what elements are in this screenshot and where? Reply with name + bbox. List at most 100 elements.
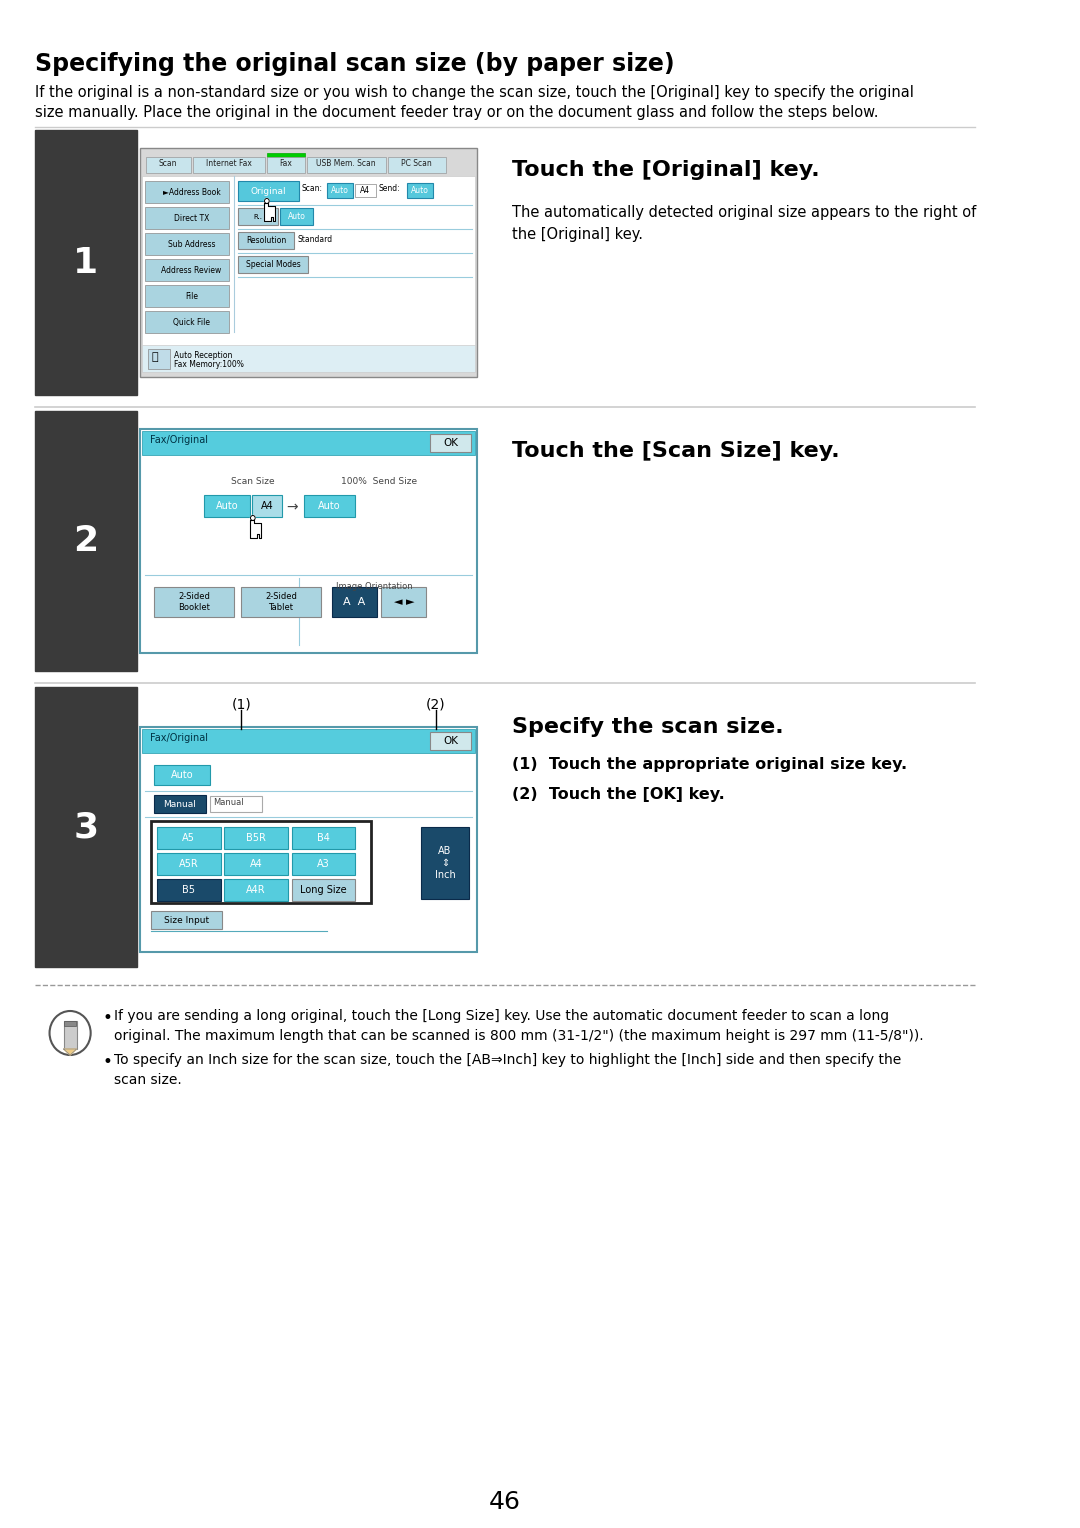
Bar [145, 232, 229, 255]
Text: Sub Address: Sub Address [167, 240, 215, 249]
Bar [146, 157, 191, 173]
Text: ◄ ►: ◄ ► [393, 597, 414, 607]
Bar [145, 312, 229, 333]
Text: the [Original] key.: the [Original] key. [512, 228, 644, 241]
Text: (2)  Touch the [OK] key.: (2) Touch the [OK] key. [512, 787, 725, 802]
Text: A3: A3 [318, 859, 329, 869]
Bar [151, 821, 372, 903]
Bar [143, 176, 475, 371]
Circle shape [251, 515, 255, 521]
Bar [143, 431, 475, 455]
Text: Scan: Scan [159, 159, 177, 168]
Bar [239, 208, 278, 225]
Text: 2: 2 [73, 524, 98, 558]
Bar [143, 729, 475, 753]
Text: A5: A5 [183, 833, 195, 843]
Bar [430, 434, 471, 452]
Text: Touch the [Scan Size] key.: Touch the [Scan Size] key. [512, 442, 840, 461]
Bar [145, 286, 229, 307]
Bar [239, 180, 299, 202]
Text: Fax: Fax [280, 159, 293, 168]
Text: 2-Sided
Tablet: 2-Sided Tablet [265, 593, 297, 611]
Text: File: File [185, 292, 198, 301]
Text: B5R: B5R [246, 833, 266, 843]
Text: 3: 3 [73, 810, 98, 843]
Text: Scan Size: Scan Size [230, 477, 274, 486]
Bar [406, 183, 433, 199]
Bar [225, 853, 288, 876]
Bar [65, 1021, 76, 1025]
Text: (1): (1) [231, 697, 251, 711]
Text: 100%  Send Size: 100% Send Size [341, 477, 417, 486]
Text: Image Orientation: Image Orientation [336, 582, 413, 591]
Text: USB Mem. Scan: USB Mem. Scan [316, 159, 376, 168]
Bar [157, 853, 220, 876]
Polygon shape [249, 520, 260, 538]
Bar [157, 827, 220, 850]
Bar [64, 1021, 77, 1050]
Bar [303, 495, 355, 516]
Bar [281, 208, 313, 225]
Bar [239, 257, 309, 274]
Bar [145, 260, 229, 281]
Bar [148, 348, 171, 368]
Text: Auto: Auto [216, 501, 239, 510]
Text: Send:: Send: [379, 183, 401, 193]
Text: Auto: Auto [171, 770, 193, 779]
Bar [154, 587, 233, 617]
Bar [430, 732, 471, 750]
Bar [145, 180, 229, 203]
Text: ►Address Book: ►Address Book [163, 188, 220, 197]
Bar [388, 157, 446, 173]
Text: If you are sending a long original, touch the [Long Size] key. Use the automatic: If you are sending a long original, touc… [114, 1008, 889, 1024]
Text: Direct TX: Direct TX [174, 214, 210, 223]
Text: OK: OK [443, 736, 458, 746]
Bar [140, 429, 476, 652]
Text: AB
⇕
Inch: AB ⇕ Inch [434, 847, 456, 880]
Text: To specify an Inch size for the scan size, touch the [AB⇒Inch] key to highlight : To specify an Inch size for the scan siz… [114, 1053, 902, 1067]
Bar [35, 688, 137, 967]
Text: The automatically detected original size appears to the right of: The automatically detected original size… [512, 205, 976, 220]
Bar [204, 495, 251, 516]
Bar [381, 587, 427, 617]
Bar [268, 153, 305, 157]
Bar [154, 795, 205, 813]
Bar [225, 879, 288, 902]
Bar [140, 727, 476, 952]
Text: Manual: Manual [213, 798, 244, 807]
Text: Specifying the original scan size (by paper size): Specifying the original scan size (by pa… [35, 52, 674, 76]
Text: 2-Sided
Booklet: 2-Sided Booklet [178, 593, 210, 611]
Text: Auto Reception: Auto Reception [174, 351, 232, 361]
Text: OK: OK [443, 439, 458, 448]
Bar [145, 206, 229, 229]
Bar [327, 183, 353, 199]
Bar [239, 232, 295, 249]
Text: •: • [103, 1053, 112, 1071]
Polygon shape [64, 1050, 77, 1054]
Bar [143, 345, 475, 371]
Bar [154, 766, 211, 785]
Bar [140, 148, 476, 377]
Text: Quick File: Quick File [173, 318, 211, 327]
Text: 46: 46 [489, 1490, 521, 1514]
Text: B5: B5 [183, 885, 195, 895]
Text: •: • [103, 1008, 112, 1027]
Bar [307, 157, 386, 173]
Bar [253, 495, 282, 516]
Text: 📱: 📱 [151, 351, 158, 362]
Text: Original: Original [251, 186, 286, 196]
Text: Scan:: Scan: [302, 183, 323, 193]
Text: B4: B4 [316, 833, 329, 843]
Bar [151, 911, 221, 929]
Bar [225, 827, 288, 850]
Polygon shape [264, 203, 274, 222]
Text: Internet Fax: Internet Fax [206, 159, 252, 168]
Bar [292, 827, 355, 850]
Text: Touch the [Original] key.: Touch the [Original] key. [512, 160, 820, 180]
Text: scan size.: scan size. [114, 1073, 181, 1086]
Text: →: → [286, 500, 298, 513]
Bar [35, 130, 137, 396]
Text: Auto: Auto [332, 186, 349, 196]
Text: Auto: Auto [410, 186, 429, 196]
Text: Fax/Original: Fax/Original [149, 733, 207, 743]
